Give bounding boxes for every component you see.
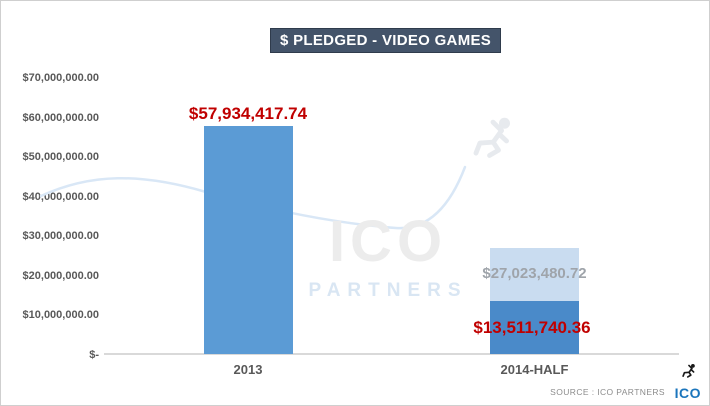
watermark-ico-text: ICO: [328, 209, 448, 274]
bar-2013: [203, 125, 293, 355]
chart-title: $ PLEDGED - VIDEO GAMES: [270, 28, 502, 53]
y-tick-label: $10,000,000.00: [22, 309, 99, 321]
y-tick-label: $50,000,000.00: [22, 151, 99, 163]
ico-partners-logo: ICO: [669, 363, 701, 400]
x-label-2013: 2013: [233, 362, 263, 377]
y-tick-label: $20,000,000.00: [22, 269, 99, 282]
source-text: SOURCE : ICO PARTNERS: [550, 387, 665, 397]
runner-icon: [476, 118, 510, 156]
y-tick-label: $70,000,000.00: [22, 72, 99, 84]
runner-icon: [680, 363, 699, 382]
y-tick-label: $40,000,000.00: [22, 190, 99, 203]
x-label-2014-half: 2014-HALF: [500, 362, 569, 377]
logo-ico-text: ICO: [674, 385, 701, 401]
source-credit: SOURCE : ICO PARTNERS ICO: [550, 363, 701, 400]
y-tick-label: $60,000,000.00: [22, 111, 99, 124]
value-label-2013: $57,934,417.74: [188, 103, 308, 123]
value-label-2014-actual: $13,511,740.36: [473, 317, 591, 337]
y-tick-label: $30,000,000.00: [22, 230, 99, 242]
bar-2014-actual: [490, 301, 579, 355]
value-label-2014-projected: $27,023,480.72: [482, 265, 587, 283]
y-tick-label: $-: [89, 348, 99, 361]
watermark-partners-text: PARTNERS: [308, 280, 468, 301]
x-axis-line: [104, 353, 679, 355]
